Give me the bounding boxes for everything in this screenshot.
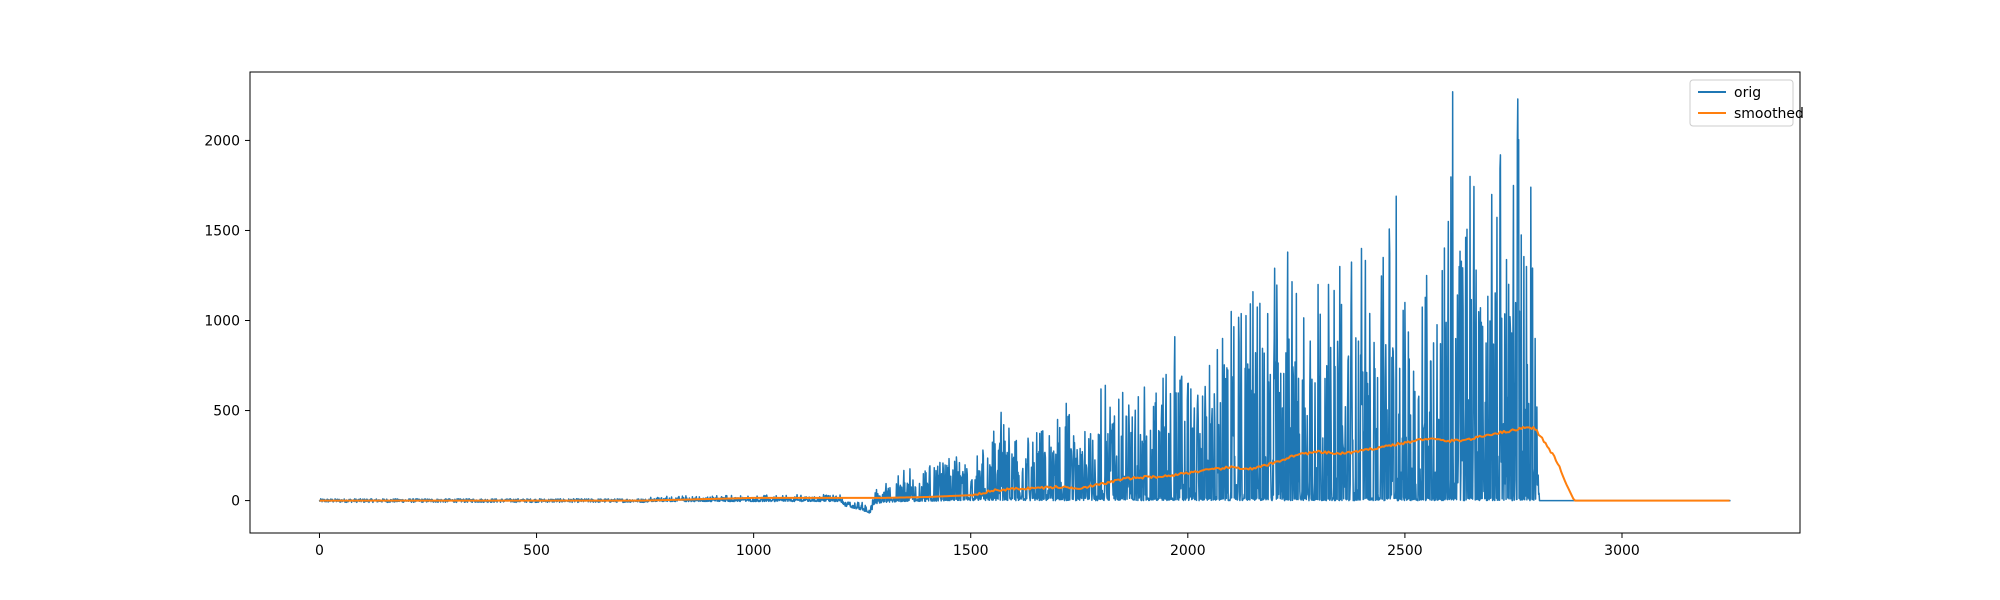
x-tick-label: 1500 — [953, 543, 989, 559]
y-tick-label: 1500 — [204, 223, 240, 239]
y-tick-label: 1000 — [204, 314, 240, 330]
x-tick-label: 2500 — [1387, 543, 1423, 559]
y-axis-ticks: 0 500 1000 1500 2000 — [204, 133, 250, 510]
y-tick-label: 0 — [231, 494, 240, 510]
x-tick-label: 500 — [523, 543, 550, 559]
axes-frame — [249, 71, 1801, 534]
legend-label-smoothed: smoothed — [1734, 106, 1804, 122]
x-tick-label: 2000 — [1170, 543, 1206, 559]
x-tick-label: 3000 — [1604, 543, 1640, 559]
x-axis-ticks: 0 500 1000 1500 2000 2500 3000 — [315, 533, 1640, 559]
plot-series — [318, 91, 1731, 514]
series-line-smoothed — [319, 425, 1730, 502]
x-tick-label: 0 — [315, 543, 324, 559]
y-tick-label: 2000 — [204, 133, 240, 149]
x-tick-label: 1000 — [736, 543, 772, 559]
y-tick-label: 500 — [213, 404, 240, 420]
legend-label-orig: orig — [1734, 85, 1761, 101]
legend: orig smoothed — [1689, 79, 1804, 127]
